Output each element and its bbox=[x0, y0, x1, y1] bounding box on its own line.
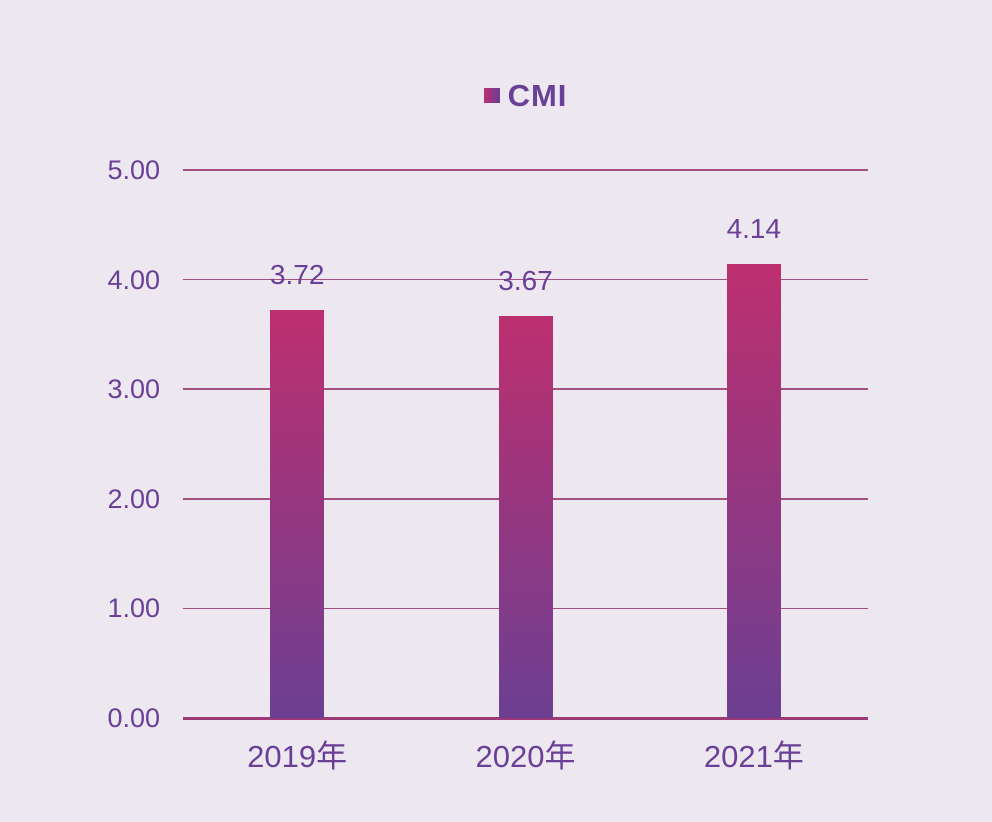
bar-value-label: 4.14 bbox=[726, 213, 782, 245]
y-tick-label: 4.00 bbox=[107, 264, 160, 295]
legend-label: CMI bbox=[507, 78, 568, 113]
gridline bbox=[183, 278, 868, 281]
gridline bbox=[183, 169, 868, 171]
x-category-label: 2019年 bbox=[247, 739, 348, 774]
chart-legend[interactable]: CMI bbox=[183, 80, 868, 111]
bar-2021年 bbox=[726, 264, 781, 718]
y-tick-label: 3.00 bbox=[107, 374, 160, 405]
x-category-label: 2020年 bbox=[475, 739, 576, 774]
bar-2019年 bbox=[270, 310, 325, 718]
bar-value-label: 3.67 bbox=[498, 264, 553, 296]
bar-2020年 bbox=[498, 315, 553, 718]
x-category-label: 2021年 bbox=[703, 739, 804, 774]
y-tick-label: 5.00 bbox=[107, 155, 160, 185]
legend-marker-icon bbox=[483, 88, 500, 103]
y-tick-label: 0.00 bbox=[107, 703, 160, 733]
x-axis-line bbox=[183, 716, 868, 720]
bar-value-label: 3.72 bbox=[269, 259, 325, 291]
y-tick-label: 2.00 bbox=[107, 483, 160, 514]
y-tick-label: 1.00 bbox=[107, 593, 160, 624]
